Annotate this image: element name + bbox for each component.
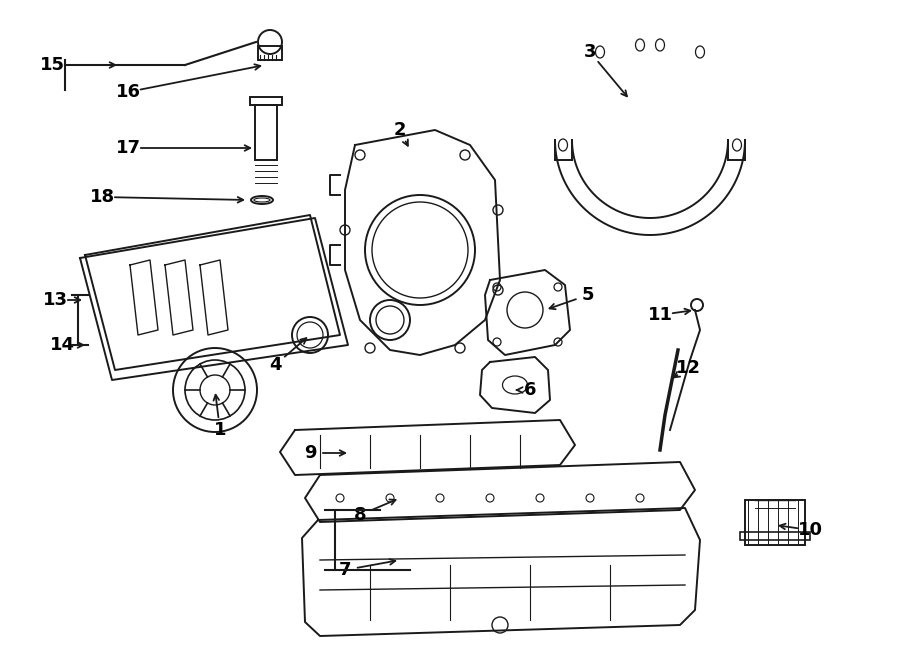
Text: 11: 11 — [647, 306, 672, 324]
Text: 2: 2 — [394, 121, 406, 139]
Text: 14: 14 — [50, 336, 75, 354]
Text: 18: 18 — [89, 188, 114, 206]
Polygon shape — [280, 420, 575, 475]
Polygon shape — [485, 270, 570, 355]
Bar — [258, 46, 282, 60]
Bar — [745, 500, 805, 545]
Polygon shape — [302, 508, 700, 636]
Polygon shape — [555, 140, 745, 235]
Text: 4: 4 — [269, 356, 281, 374]
Polygon shape — [345, 130, 500, 355]
Text: 12: 12 — [676, 359, 700, 377]
Bar — [740, 532, 810, 540]
Text: 3: 3 — [584, 43, 596, 61]
Text: 10: 10 — [797, 521, 823, 539]
Bar — [255, 105, 277, 160]
Text: 5: 5 — [581, 286, 594, 304]
Bar — [250, 97, 282, 105]
Text: 7: 7 — [338, 561, 351, 579]
Polygon shape — [85, 215, 340, 370]
Text: 16: 16 — [115, 83, 140, 101]
Text: 6: 6 — [524, 381, 536, 399]
Text: 17: 17 — [115, 139, 140, 157]
Text: 13: 13 — [42, 291, 68, 309]
Text: 9: 9 — [304, 444, 316, 462]
Text: 8: 8 — [354, 506, 366, 524]
Polygon shape — [305, 462, 695, 522]
Polygon shape — [480, 357, 550, 413]
Text: 15: 15 — [40, 56, 65, 74]
Text: 1: 1 — [214, 421, 226, 439]
